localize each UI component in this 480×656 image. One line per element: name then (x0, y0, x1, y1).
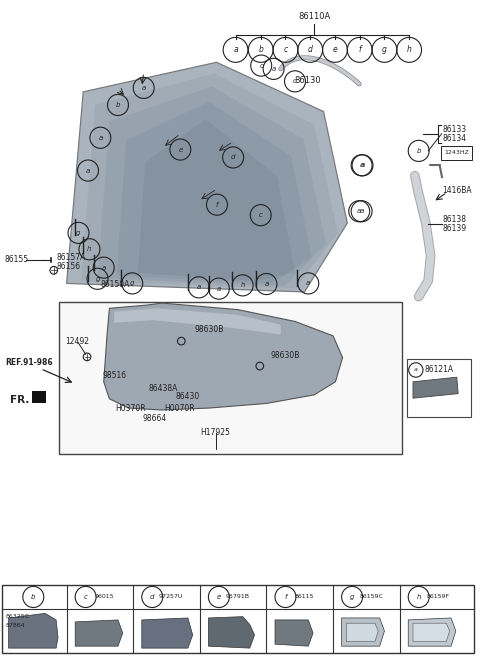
Text: f: f (216, 201, 218, 208)
Text: 87864: 87864 (6, 623, 25, 628)
Text: e: e (178, 146, 182, 153)
Polygon shape (342, 618, 384, 646)
Text: 86121A: 86121A (425, 365, 454, 375)
FancyBboxPatch shape (32, 391, 46, 403)
Polygon shape (142, 618, 192, 648)
Polygon shape (67, 62, 348, 292)
Text: h: h (417, 594, 421, 600)
Text: 86438A: 86438A (148, 384, 178, 393)
Text: f: f (284, 594, 287, 600)
Text: 86150A: 86150A (101, 280, 130, 289)
Text: a: a (264, 281, 269, 287)
Text: b: b (417, 148, 421, 154)
FancyBboxPatch shape (407, 359, 470, 417)
Text: 86155: 86155 (5, 255, 29, 264)
Polygon shape (97, 87, 326, 286)
Text: a: a (217, 285, 221, 292)
Text: a: a (360, 162, 364, 169)
FancyBboxPatch shape (2, 585, 474, 653)
Text: 97257U: 97257U (159, 594, 183, 600)
Text: 1243HZ: 1243HZ (444, 150, 469, 155)
Text: c: c (293, 78, 297, 85)
Text: c: c (259, 212, 263, 218)
Text: 86139: 86139 (443, 224, 467, 234)
Text: 86133: 86133 (443, 125, 467, 134)
Text: c: c (259, 62, 263, 69)
Text: g: g (382, 45, 387, 54)
Text: 86110A: 86110A (298, 12, 330, 21)
Polygon shape (9, 613, 58, 648)
Text: f: f (359, 45, 361, 54)
Text: e: e (217, 594, 221, 600)
Text: 98630B: 98630B (194, 325, 224, 334)
Polygon shape (347, 623, 378, 642)
FancyBboxPatch shape (60, 302, 402, 454)
Text: a: a (102, 264, 106, 271)
Text: 98664: 98664 (143, 414, 167, 423)
Polygon shape (408, 618, 456, 646)
Text: H0070R: H0070R (164, 403, 195, 413)
Text: a: a (272, 66, 276, 72)
Text: a: a (98, 134, 103, 141)
Text: h: h (240, 282, 245, 289)
Text: 95791B: 95791B (226, 594, 250, 600)
Text: g: g (96, 276, 100, 282)
Text: a: a (86, 167, 90, 174)
Text: h: h (407, 45, 412, 54)
Text: 86325C: 86325C (6, 614, 30, 619)
Polygon shape (413, 623, 450, 642)
Text: 96015: 96015 (95, 594, 114, 600)
Text: h: h (87, 246, 92, 253)
Text: 86430: 86430 (175, 392, 199, 401)
Text: b: b (258, 45, 263, 54)
Polygon shape (413, 377, 458, 398)
Text: H17925: H17925 (200, 428, 230, 438)
Text: 12492: 12492 (65, 337, 89, 346)
Text: a: a (233, 45, 238, 54)
Text: REF.91-986: REF.91-986 (5, 358, 52, 367)
Polygon shape (75, 620, 123, 646)
Text: 86130: 86130 (294, 75, 321, 85)
Text: 86138: 86138 (443, 215, 467, 224)
Text: d: d (308, 45, 312, 54)
Text: a: a (360, 162, 365, 169)
Text: 86134: 86134 (443, 134, 467, 143)
Text: c: c (84, 594, 87, 600)
Text: 86159C: 86159C (359, 594, 383, 600)
Text: b: b (116, 102, 120, 108)
Text: a: a (357, 208, 361, 215)
Text: g: g (130, 280, 134, 287)
Text: a: a (142, 85, 146, 91)
Polygon shape (208, 617, 254, 648)
Text: 98516: 98516 (102, 371, 126, 380)
Text: a: a (197, 284, 201, 291)
Text: e: e (333, 45, 337, 54)
Text: 1416BA: 1416BA (443, 186, 472, 195)
Text: d: d (150, 594, 155, 600)
Text: 86115: 86115 (295, 594, 314, 600)
Text: a: a (306, 280, 311, 287)
Polygon shape (67, 62, 348, 292)
Text: 86156: 86156 (56, 262, 80, 271)
Text: d: d (231, 154, 235, 161)
Text: 98630B: 98630B (270, 351, 300, 360)
FancyBboxPatch shape (441, 146, 472, 160)
Polygon shape (81, 73, 338, 289)
Polygon shape (114, 308, 281, 335)
Text: a: a (414, 367, 418, 373)
Text: a: a (360, 208, 364, 215)
Text: c: c (283, 45, 288, 54)
Text: 86157A: 86157A (56, 253, 85, 262)
Text: b: b (31, 594, 36, 600)
Text: g: g (76, 230, 81, 236)
Polygon shape (275, 620, 313, 646)
Text: H0370R: H0370R (115, 403, 146, 413)
Polygon shape (104, 303, 343, 410)
Text: g: g (350, 594, 354, 600)
Polygon shape (117, 102, 312, 283)
Text: 86159F: 86159F (426, 594, 449, 600)
Text: 1243HZ: 1243HZ (443, 148, 473, 157)
Text: FR.: FR. (11, 395, 30, 405)
Polygon shape (138, 119, 295, 281)
